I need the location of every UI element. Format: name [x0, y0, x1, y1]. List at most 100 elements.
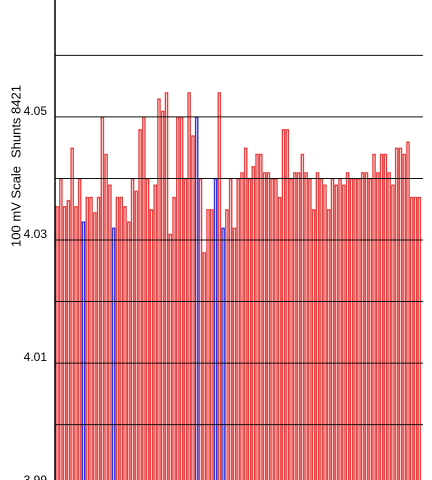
bar-52: [251, 166, 256, 480]
bar-40: [206, 209, 210, 480]
bar-84: [372, 153, 376, 480]
bar-33: [179, 116, 184, 480]
bar-74: [334, 184, 339, 480]
bar-58: [274, 178, 278, 480]
bar-76: [342, 184, 346, 480]
gridlines-group: [55, 54, 423, 426]
bar-0: [55, 206, 59, 480]
bar-82: [364, 172, 369, 480]
bar-45: [225, 209, 229, 480]
bar-92: [402, 153, 407, 480]
bar-71: [323, 184, 327, 480]
bar-87: [383, 153, 388, 480]
bar-51: [247, 178, 252, 480]
y-tick-label-2: 4.01: [24, 350, 48, 364]
bar-42: [213, 178, 218, 480]
bar-12: [100, 116, 105, 480]
bar-77: [345, 172, 350, 480]
bar-38: [198, 178, 203, 480]
bar-89: [391, 184, 395, 480]
bar-90: [394, 147, 399, 480]
bar-14: [108, 184, 112, 480]
bar-2: [62, 206, 67, 480]
bar-81: [360, 172, 365, 480]
bar-67: [308, 178, 312, 480]
bar-60: [281, 129, 286, 480]
bar-91: [398, 147, 403, 480]
bar-93: [406, 141, 410, 480]
y-tick-label-3: 3.99: [24, 473, 48, 480]
bar-48: [236, 178, 240, 480]
bar-6: [77, 178, 82, 480]
bar-73: [330, 178, 335, 480]
y-tick-labels-group: 4.05 4.03 4.01 3.99: [24, 104, 48, 480]
bar-39: [202, 252, 207, 480]
bar-80: [357, 178, 361, 480]
bar-95: [413, 196, 418, 480]
bar-17: [119, 196, 124, 480]
bar-29: [164, 92, 169, 480]
bar-32: [176, 116, 180, 480]
bar-18: [123, 206, 127, 480]
bar-79: [353, 178, 357, 480]
bar-65: [300, 153, 305, 480]
bar-8: [85, 196, 90, 480]
bar-34: [183, 178, 188, 480]
bar-36: [191, 135, 195, 480]
bar-13: [104, 153, 108, 480]
bar-62: [289, 178, 293, 480]
bar-59: [277, 196, 282, 480]
bar-44: [221, 227, 225, 480]
bar-7: [81, 221, 86, 480]
bar-54: [259, 153, 263, 480]
bar-19: [126, 221, 131, 480]
bar-16: [115, 196, 120, 480]
bar-66: [304, 172, 308, 480]
bar-72: [326, 209, 331, 480]
bar-64: [296, 172, 301, 480]
bar-37: [194, 116, 199, 480]
bar-23: [142, 116, 146, 480]
bar-69: [315, 172, 320, 480]
bar-63: [293, 172, 297, 480]
bar-22: [138, 129, 142, 480]
bar-70: [319, 178, 323, 480]
bar-55: [262, 172, 267, 480]
bar-3: [66, 199, 71, 480]
bar-31: [172, 196, 176, 480]
bar-50: [243, 147, 248, 480]
bar-47: [232, 227, 237, 480]
bar-5: [74, 206, 78, 480]
bar-49: [240, 172, 244, 480]
y-tick-label-1: 4.03: [24, 227, 48, 241]
bar-61: [285, 129, 290, 480]
bar-21: [134, 190, 139, 480]
bar-9: [89, 196, 93, 480]
bar-46: [228, 178, 233, 480]
bar-43: [217, 92, 222, 480]
y-tick-label-0: 4.05: [24, 104, 48, 118]
bar-10: [93, 212, 97, 480]
bar-15: [111, 227, 116, 480]
bar-94: [409, 196, 414, 480]
bar-20: [130, 178, 135, 480]
bar-26: [153, 184, 157, 480]
bar-25: [149, 209, 154, 480]
bar-56: [266, 172, 271, 480]
bar-68: [311, 209, 316, 480]
bar-41: [209, 209, 214, 480]
bar-35: [187, 92, 191, 480]
bar-24: [145, 178, 150, 480]
bar-86: [379, 153, 384, 480]
bar-53: [255, 153, 259, 480]
bar-4: [70, 147, 74, 480]
bar-85: [376, 172, 380, 480]
bar-1: [59, 178, 63, 480]
bar-96: [417, 196, 422, 480]
bars-group: [55, 92, 422, 480]
bar-78: [349, 178, 354, 480]
bar-83: [368, 178, 373, 480]
bar-88: [387, 172, 391, 480]
bar-75: [338, 178, 342, 480]
